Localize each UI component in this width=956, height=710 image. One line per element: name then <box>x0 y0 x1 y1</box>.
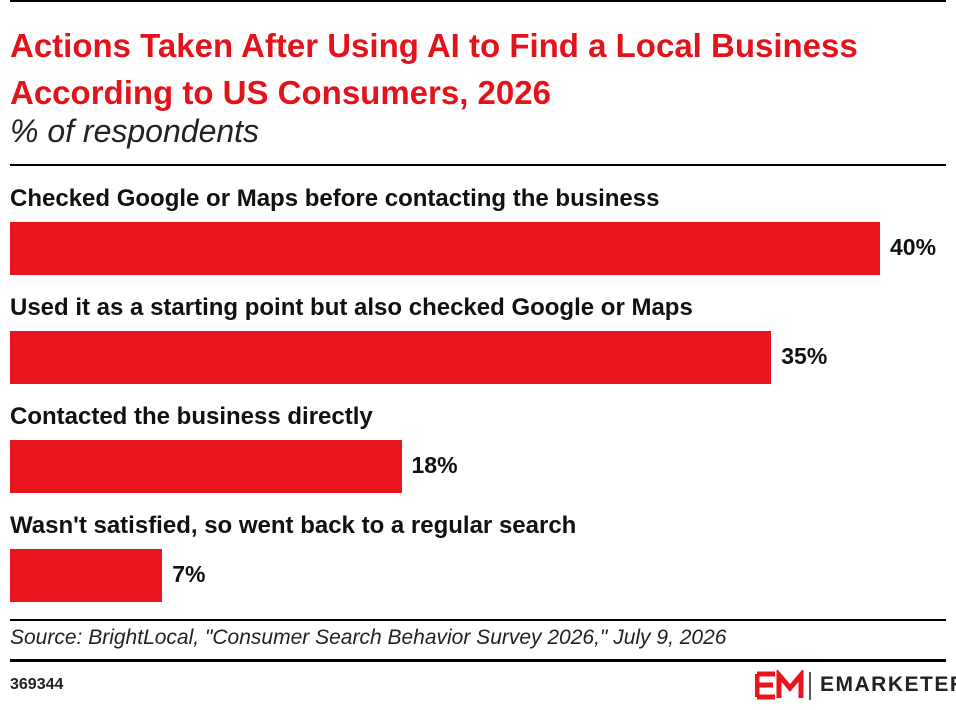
chart-title: Actions Taken After Using AI to Find a L… <box>10 27 858 111</box>
source-note: Source: BrightLocal, "Consumer Search Be… <box>10 626 727 649</box>
bar <box>10 440 402 493</box>
category-label: Contacted the business directly <box>10 403 373 430</box>
source-rule-top <box>10 619 946 621</box>
category-label: Checked Google or Maps before contacting… <box>10 185 660 212</box>
brand-name: EMARKETER <box>820 673 956 696</box>
bar <box>10 331 772 384</box>
category-label: Used it as a starting point but also che… <box>10 294 693 321</box>
top-rule <box>10 0 946 2</box>
chart-id: 369344 <box>10 676 64 693</box>
bar <box>10 549 163 602</box>
value-label: 7% <box>172 561 206 587</box>
value-label: 18% <box>411 452 458 478</box>
source-rule-bottom <box>10 659 946 662</box>
category-label: Wasn't satisfied, so went back to a regu… <box>10 512 577 539</box>
header-rule <box>10 164 946 166</box>
brand-logo-mark <box>755 670 811 700</box>
value-label: 35% <box>781 343 828 369</box>
bar <box>10 222 880 275</box>
chart-subtitle: % of respondents <box>10 113 260 149</box>
value-label: 40% <box>890 234 937 260</box>
